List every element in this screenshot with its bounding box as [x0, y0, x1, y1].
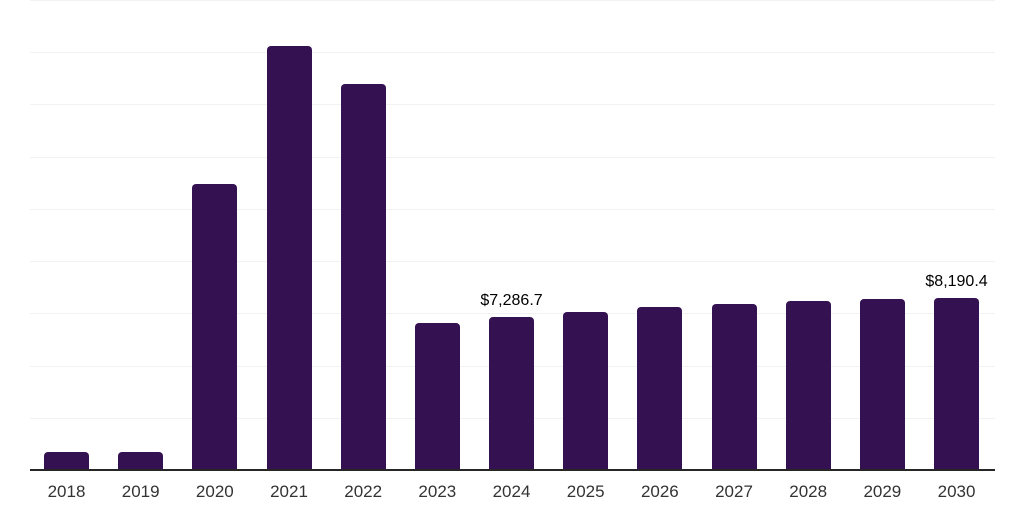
x-tick-2029: 2029 — [863, 482, 902, 501]
bar-2020[interactable] — [192, 184, 238, 469]
bar-2024[interactable] — [489, 316, 535, 469]
x-tick-2019: 2019 — [121, 482, 160, 501]
gridline — [30, 313, 995, 315]
x-tick-2025: 2025 — [566, 482, 605, 501]
bar-2021[interactable] — [266, 45, 312, 469]
bar-2018[interactable] — [44, 452, 89, 469]
bar-2027[interactable] — [711, 304, 757, 469]
x-tick-2024: 2024 — [492, 482, 531, 501]
x-axis-line — [30, 469, 995, 471]
bar-2029[interactable] — [859, 298, 905, 469]
bar-2026[interactable] — [637, 307, 683, 469]
bar-2019[interactable] — [118, 452, 164, 469]
x-tick-2021: 2021 — [270, 482, 308, 501]
bar-2025[interactable] — [563, 312, 609, 469]
x-tick-2023: 2023 — [418, 482, 457, 501]
x-tick-2030: 2030 — [937, 482, 976, 501]
x-tick-2018: 2018 — [47, 482, 86, 501]
bar-2028[interactable] — [785, 301, 831, 469]
bar-value-label-2024: $7,286.7 — [480, 291, 543, 309]
plot-area: $7,286.7 $8,190.4 — [30, 0, 995, 470]
x-tick-2027: 2027 — [715, 482, 753, 501]
gridline — [30, 156, 995, 158]
gridline — [30, 52, 995, 54]
x-tick-2028: 2028 — [789, 482, 828, 501]
bar-2030[interactable] — [934, 297, 980, 469]
x-tick-2020: 2020 — [195, 482, 234, 501]
gridline — [30, 0, 995, 1]
x-tick-2026: 2026 — [640, 482, 679, 501]
bar-2022[interactable] — [340, 83, 386, 469]
bar-value-label-2030: $8,190.4 — [925, 272, 988, 290]
bar-2023[interactable] — [414, 322, 460, 469]
gridline — [30, 261, 995, 263]
gridline — [30, 208, 995, 210]
gridline — [30, 104, 995, 106]
x-tick-2022: 2022 — [344, 482, 383, 501]
